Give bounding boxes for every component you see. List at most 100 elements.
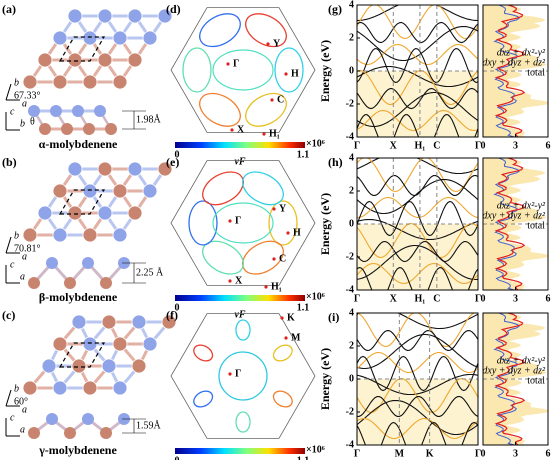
k-point-label: Γ xyxy=(235,215,241,226)
atom xyxy=(46,257,58,269)
brillouin-zone xyxy=(170,7,316,133)
legend-entry: dxy + dyz + dz² xyxy=(482,210,546,221)
band xyxy=(357,417,478,440)
x-tick-label: C xyxy=(433,293,440,304)
fermi-contour xyxy=(245,92,287,127)
colorbar xyxy=(175,448,305,454)
x-tick-label: C xyxy=(433,140,440,151)
atom xyxy=(157,8,173,24)
y-tick-label: 4 xyxy=(349,0,354,10)
atom xyxy=(112,380,128,396)
band xyxy=(357,333,478,370)
panel-label: (e) xyxy=(166,155,179,169)
band xyxy=(357,65,478,88)
y-tick-label: 0 xyxy=(349,65,354,76)
band xyxy=(357,355,478,392)
k-point-label: Y xyxy=(279,203,287,214)
atom xyxy=(52,336,68,352)
k-point-label: M xyxy=(291,332,301,343)
atom xyxy=(22,74,38,90)
y-tick-label: 2 xyxy=(349,340,354,351)
axis-label: a xyxy=(22,251,27,262)
unit-cell xyxy=(58,342,106,368)
brillouin-zone xyxy=(170,160,316,286)
k-point xyxy=(272,257,276,261)
top-view xyxy=(22,161,173,243)
y-tick-label: 4 xyxy=(349,307,354,318)
x-tick-label: M xyxy=(395,448,405,459)
atom xyxy=(100,427,112,439)
y-tick-label: -2 xyxy=(346,251,354,262)
atom xyxy=(82,257,94,269)
band xyxy=(357,240,478,263)
fermi-contour xyxy=(218,351,268,401)
atom xyxy=(39,123,51,135)
x-tick-label: Γ xyxy=(475,140,481,151)
colorbar xyxy=(175,142,305,148)
legend-entry: dxz + dx²-y² xyxy=(497,47,546,58)
k-point-label: H₁ xyxy=(269,128,280,139)
atom xyxy=(64,427,76,439)
band xyxy=(357,313,478,330)
colorbar xyxy=(175,295,305,301)
k-point xyxy=(228,279,232,283)
x-tick-label: X xyxy=(390,293,398,304)
atom xyxy=(142,30,158,46)
atom xyxy=(142,183,158,199)
k-point xyxy=(228,219,232,223)
atom xyxy=(72,105,84,117)
x-tick-label: 0 xyxy=(481,140,486,151)
band xyxy=(357,196,478,219)
atom xyxy=(127,52,143,68)
atom xyxy=(71,314,87,330)
fermi-contour xyxy=(212,49,274,91)
atom xyxy=(127,161,143,177)
atom xyxy=(100,277,112,289)
fermi-contour xyxy=(199,13,241,48)
atom xyxy=(82,380,98,396)
colorbar-label: vF xyxy=(234,309,245,320)
x-tick-label: 0 xyxy=(481,293,486,304)
atom xyxy=(67,161,83,177)
k-point xyxy=(272,207,276,211)
unit-cell xyxy=(58,189,106,215)
y-tick-label: 4 xyxy=(349,152,354,163)
panel-label: (a) xyxy=(2,2,16,16)
fermi-contour xyxy=(212,202,274,244)
atom xyxy=(131,358,147,374)
x-tick-label: 6 xyxy=(546,140,551,151)
fermi-contour xyxy=(202,240,244,275)
atom xyxy=(71,358,87,374)
fermi-contour xyxy=(242,171,284,206)
y-tick-label: 0 xyxy=(349,373,354,384)
k-point xyxy=(226,62,230,66)
x-tick-label: 3 xyxy=(513,448,518,459)
atom xyxy=(157,161,173,177)
axis-arrow xyxy=(5,83,12,101)
k-point xyxy=(284,72,288,76)
axis-label: a xyxy=(22,404,27,415)
band xyxy=(357,48,478,83)
axis-label: c xyxy=(10,106,15,117)
y-tick-label: -2 xyxy=(346,98,354,109)
k-point-label: X xyxy=(237,124,245,135)
panel-label: (g) xyxy=(328,2,342,16)
band xyxy=(357,396,478,417)
k-point xyxy=(230,128,234,132)
y-axis-label: Energy (eV) xyxy=(318,193,332,255)
axis-label: a xyxy=(20,424,25,435)
legend-entry: total xyxy=(527,67,545,78)
x-tick-label: K xyxy=(426,448,434,459)
atom xyxy=(97,52,113,68)
atom xyxy=(97,205,113,221)
dos-total xyxy=(483,5,548,137)
fermi-contour xyxy=(188,200,218,246)
y-tick-label: -4 xyxy=(346,284,354,295)
atom xyxy=(142,336,158,352)
fermi-contour xyxy=(272,390,293,408)
y-tick-label: 0 xyxy=(349,218,354,229)
dos-total xyxy=(483,313,548,445)
colorbar-multiplier: ×10⁶ xyxy=(306,138,325,149)
atom xyxy=(22,380,38,396)
atom xyxy=(52,183,68,199)
